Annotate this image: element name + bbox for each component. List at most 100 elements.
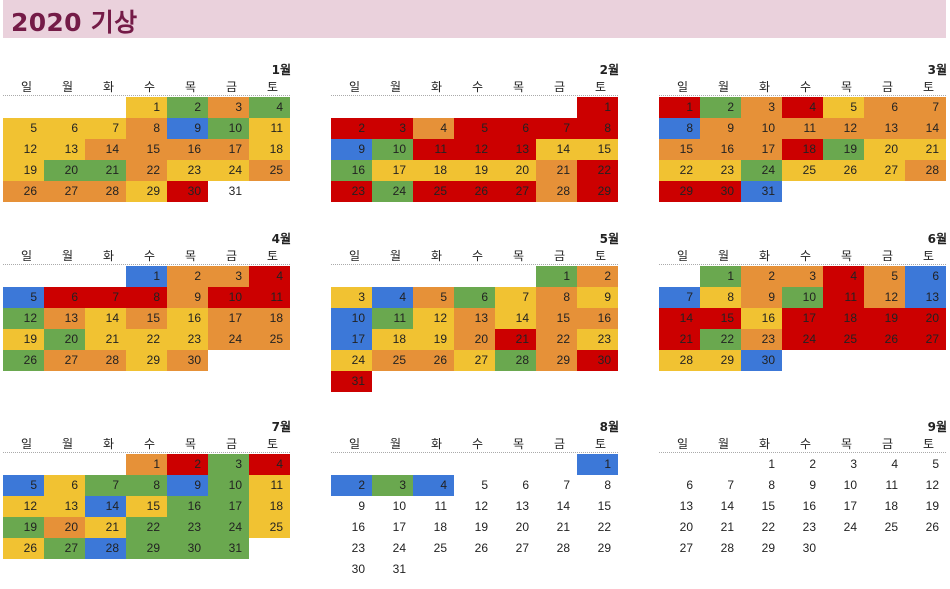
day-cell[interactable]: 5 — [3, 287, 44, 308]
day-cell[interactable]: 16 — [802, 499, 816, 513]
day-cell[interactable]: 26 — [823, 160, 864, 181]
day-cell[interactable]: 25 — [782, 160, 823, 181]
day-cell[interactable]: 2 — [167, 454, 208, 475]
day-cell[interactable]: 23 — [167, 517, 208, 538]
day-cell[interactable]: 6 — [522, 478, 529, 492]
day-cell[interactable]: 9 — [577, 287, 618, 308]
day-cell[interactable]: 29 — [126, 350, 167, 371]
day-cell[interactable]: 20 — [495, 160, 536, 181]
day-cell[interactable]: 24 — [331, 350, 372, 371]
day-cell[interactable]: 4 — [249, 97, 290, 118]
day-cell[interactable]: 10 — [208, 118, 249, 139]
day-cell[interactable]: 2 — [331, 118, 372, 139]
day-cell[interactable]: 31 — [208, 538, 249, 559]
day-cell[interactable]: 8 — [126, 475, 167, 496]
day-cell[interactable]: 15 — [536, 308, 577, 329]
day-cell[interactable]: 29 — [126, 538, 167, 559]
day-cell[interactable]: 20 — [454, 329, 495, 350]
day-cell[interactable]: 16 — [167, 496, 208, 517]
day-cell[interactable]: 22 — [126, 329, 167, 350]
day-cell[interactable]: 11 — [434, 499, 447, 513]
day-cell[interactable]: 6 — [864, 97, 905, 118]
day-cell[interactable]: 10 — [843, 478, 857, 492]
day-cell[interactable]: 7 — [85, 287, 126, 308]
day-cell[interactable]: 10 — [392, 499, 406, 513]
day-cell[interactable]: 20 — [864, 139, 905, 160]
day-cell[interactable]: 5 — [454, 118, 495, 139]
day-cell[interactable]: 11 — [413, 139, 454, 160]
day-cell[interactable]: 4 — [372, 287, 413, 308]
day-cell[interactable]: 30 — [802, 541, 816, 555]
day-cell[interactable]: 16 — [577, 308, 618, 329]
day-cell[interactable]: 27 — [515, 541, 529, 555]
day-cell[interactable]: 12 — [925, 478, 939, 492]
day-cell[interactable]: 11 — [823, 287, 864, 308]
day-cell[interactable]: 27 — [44, 350, 85, 371]
day-cell[interactable]: 13 — [44, 308, 85, 329]
day-cell[interactable]: 22 — [126, 160, 167, 181]
day-cell[interactable]: 9 — [167, 287, 208, 308]
day-cell[interactable]: 15 — [126, 496, 167, 517]
day-cell[interactable]: 17 — [331, 329, 372, 350]
day-cell[interactable]: 19 — [823, 139, 864, 160]
day-cell[interactable]: 4 — [823, 266, 864, 287]
day-cell[interactable]: 21 — [720, 520, 734, 534]
day-cell[interactable]: 21 — [85, 160, 126, 181]
day-cell[interactable]: 6 — [44, 118, 85, 139]
day-cell[interactable]: 21 — [536, 160, 577, 181]
day-cell[interactable]: 21 — [556, 520, 570, 534]
day-cell[interactable]: 18 — [433, 520, 447, 534]
day-cell[interactable]: 9 — [809, 478, 816, 492]
day-cell[interactable]: 17 — [782, 308, 823, 329]
day-cell[interactable]: 16 — [700, 139, 741, 160]
day-cell[interactable]: 8 — [577, 118, 618, 139]
day-cell[interactable]: 3 — [850, 457, 857, 471]
day-cell[interactable]: 27 — [905, 329, 946, 350]
day-cell[interactable]: 23 — [351, 541, 365, 555]
day-cell[interactable]: 19 — [413, 329, 454, 350]
day-cell[interactable]: 21 — [495, 329, 536, 350]
day-cell[interactable]: 15 — [761, 499, 775, 513]
day-cell[interactable]: 1 — [577, 97, 618, 118]
day-cell[interactable]: 27 — [44, 538, 85, 559]
day-cell[interactable]: 22 — [536, 329, 577, 350]
day-cell[interactable]: 11 — [249, 287, 290, 308]
day-cell[interactable]: 24 — [392, 541, 406, 555]
day-cell[interactable]: 4 — [249, 266, 290, 287]
day-cell[interactable]: 22 — [597, 520, 611, 534]
day-cell[interactable]: 16 — [167, 308, 208, 329]
day-cell[interactable]: 23 — [331, 181, 372, 202]
day-cell[interactable]: 24 — [208, 517, 249, 538]
day-cell[interactable]: 14 — [85, 308, 126, 329]
day-cell[interactable]: 6 — [454, 287, 495, 308]
day-cell[interactable]: 5 — [3, 118, 44, 139]
day-cell[interactable]: 18 — [782, 139, 823, 160]
day-cell[interactable]: 4 — [413, 118, 454, 139]
day-cell[interactable]: 3 — [208, 454, 249, 475]
day-cell[interactable]: 1 — [659, 97, 700, 118]
day-cell[interactable]: 31 — [331, 371, 372, 392]
day-cell[interactable]: 4 — [891, 457, 898, 471]
day-cell[interactable]: 2 — [741, 266, 782, 287]
day-cell[interactable]: 1 — [126, 97, 167, 118]
day-cell[interactable]: 31 — [741, 181, 782, 202]
day-cell[interactable]: 28 — [720, 541, 734, 555]
day-cell[interactable]: 28 — [85, 538, 126, 559]
day-cell[interactable]: 23 — [167, 160, 208, 181]
day-cell[interactable]: 5 — [3, 475, 44, 496]
day-cell[interactable]: 30 — [741, 350, 782, 371]
day-cell[interactable]: 15 — [659, 139, 700, 160]
day-cell[interactable]: 14 — [85, 496, 126, 517]
day-cell[interactable]: 9 — [331, 139, 372, 160]
day-cell[interactable]: 7 — [85, 475, 126, 496]
day-cell[interactable]: 19 — [3, 329, 44, 350]
day-cell[interactable]: 5 — [823, 97, 864, 118]
day-cell[interactable]: 3 — [782, 266, 823, 287]
day-cell[interactable]: 25 — [433, 541, 447, 555]
day-cell[interactable]: 7 — [85, 118, 126, 139]
day-cell[interactable]: 20 — [679, 520, 693, 534]
day-cell[interactable]: 13 — [864, 118, 905, 139]
day-cell[interactable]: 8 — [768, 478, 775, 492]
day-cell[interactable]: 15 — [126, 308, 167, 329]
day-cell[interactable]: 27 — [495, 181, 536, 202]
